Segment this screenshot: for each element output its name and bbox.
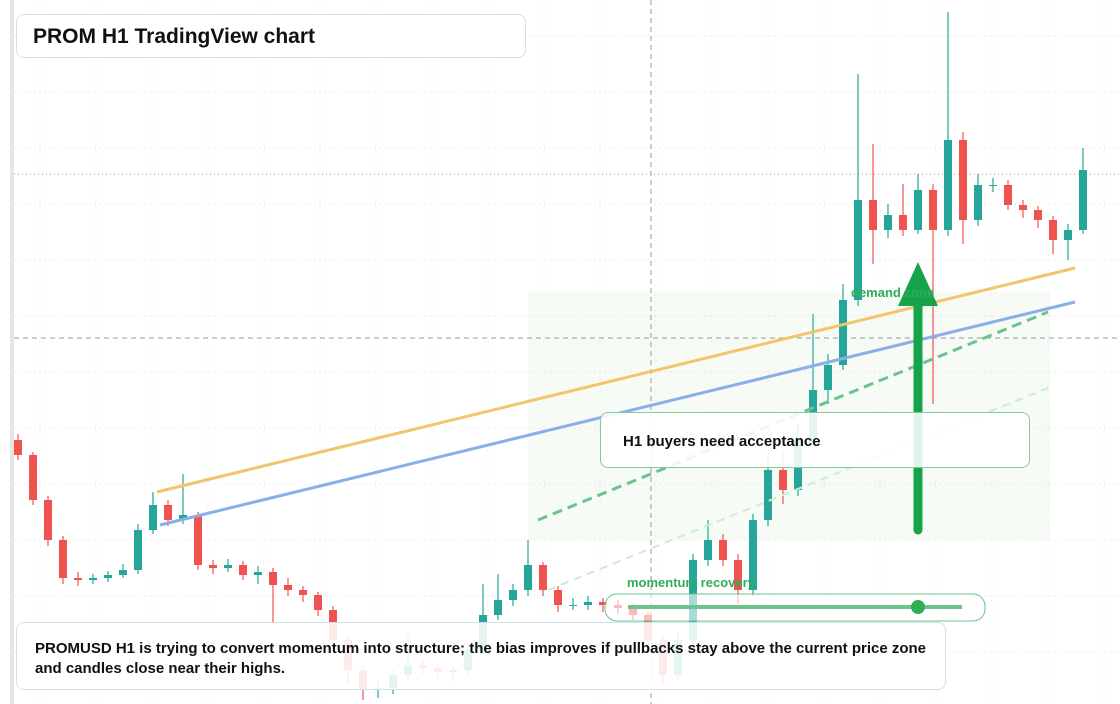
candle-body xyxy=(539,565,547,590)
candle-body xyxy=(974,185,982,220)
candle-body xyxy=(914,190,922,230)
candle-body xyxy=(944,140,952,230)
candle-body xyxy=(824,365,832,390)
candle-body xyxy=(704,540,712,560)
candle-body xyxy=(764,470,772,520)
candle-body xyxy=(254,572,262,575)
candle-body xyxy=(1019,205,1027,210)
candle-body xyxy=(584,602,592,605)
candle-body xyxy=(179,515,187,520)
candle-body xyxy=(869,200,877,230)
candle-body xyxy=(119,570,127,575)
candle-body xyxy=(209,565,217,568)
candle-body xyxy=(839,300,847,365)
candle-body xyxy=(854,200,862,300)
candle-body xyxy=(104,575,112,578)
candle-body xyxy=(89,578,97,580)
candle-body xyxy=(524,565,532,590)
candle-body xyxy=(929,190,937,230)
candle-body xyxy=(164,505,172,520)
candle-body xyxy=(269,572,277,585)
candle-body xyxy=(59,540,67,578)
candle-body xyxy=(224,565,232,568)
candle-body xyxy=(509,590,517,600)
candle-body xyxy=(554,590,562,605)
candle-body xyxy=(149,505,157,530)
candle-body xyxy=(749,520,757,590)
candle-body xyxy=(1079,170,1087,230)
candle-body xyxy=(1004,185,1012,205)
candle-body xyxy=(734,560,742,590)
candle-body xyxy=(569,605,577,606)
arrow-head xyxy=(898,262,938,306)
candle-body xyxy=(1034,210,1042,220)
callout: H1 buyers need acceptance xyxy=(600,412,1030,468)
candle-body xyxy=(1064,230,1072,240)
candle-body xyxy=(899,215,907,230)
candle-body xyxy=(299,590,307,595)
candle-body xyxy=(74,578,82,580)
candle-body xyxy=(884,215,892,230)
candle-body xyxy=(314,595,322,610)
candle-body xyxy=(989,185,997,186)
candle-body xyxy=(134,530,142,570)
momentum-label: momentum recovery xyxy=(627,575,755,590)
candle-body xyxy=(239,565,247,575)
summary: PROMUSD H1 is trying to convert momentum… xyxy=(16,622,946,690)
candle-body xyxy=(494,600,502,615)
candle-body xyxy=(194,515,202,565)
candle-body xyxy=(1049,220,1057,240)
zone-label: demand zone xyxy=(851,285,935,300)
title: PROM H1 TradingView chart xyxy=(16,14,526,58)
candle-body xyxy=(779,470,787,490)
candle-body xyxy=(44,500,52,540)
candle-body xyxy=(719,540,727,560)
candle-body xyxy=(959,140,967,220)
slider-knob xyxy=(911,600,925,614)
candle-body xyxy=(14,440,22,455)
edge xyxy=(10,0,14,704)
candle-body xyxy=(29,455,37,500)
candle-body xyxy=(284,585,292,590)
candle-body xyxy=(599,602,607,605)
grid xyxy=(14,0,1120,704)
